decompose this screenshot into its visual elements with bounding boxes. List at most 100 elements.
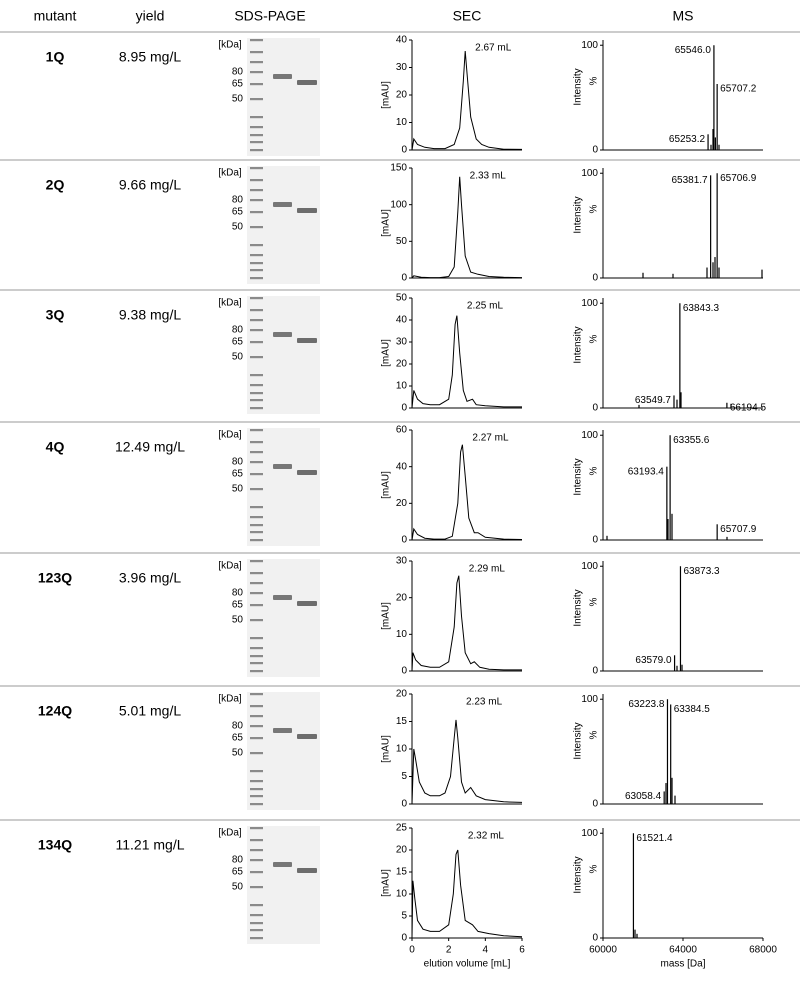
- peak-label: 63223.8: [628, 699, 665, 710]
- ladder-band: [250, 647, 263, 650]
- peak-label: 63384.5: [674, 704, 711, 715]
- ladder-band: [250, 277, 263, 280]
- y-axis-unit: %: [589, 76, 600, 85]
- y-tick-label: 25: [396, 823, 408, 834]
- ladder-band: [250, 795, 263, 798]
- ladder-band: [250, 929, 263, 932]
- y-tick-label: 100: [581, 430, 598, 441]
- ladder-band: [250, 269, 263, 272]
- ladder-band: [250, 506, 263, 509]
- ladder-band: [250, 179, 263, 182]
- ladder-band: [250, 254, 263, 257]
- y-tick-label: 100: [581, 298, 598, 309]
- ladder-band: [250, 374, 263, 377]
- peak-label: 63193.4: [628, 466, 665, 477]
- ladder-band: [250, 914, 263, 917]
- peak-label: 63579.0: [635, 655, 672, 666]
- y-axis-label: [mAU]: [381, 602, 392, 630]
- ladder-band: [250, 319, 263, 322]
- ladder-band: [250, 167, 263, 170]
- ladder-band: [250, 392, 263, 395]
- sec-trace: [411, 444, 523, 541]
- ladder-band: [250, 384, 263, 387]
- ladder-band: [250, 461, 263, 464]
- y-tick-label: 0: [401, 535, 407, 546]
- y-axis-label: [mAU]: [381, 869, 392, 897]
- ladder-band: [250, 662, 263, 665]
- y-tick-label: 0: [592, 145, 598, 156]
- x-tick-label: 2: [446, 945, 452, 956]
- ladder-band: [250, 116, 263, 119]
- ladder-band: [250, 839, 263, 842]
- gel-unit: [kDa]: [218, 40, 242, 51]
- y-tick-label: 100: [581, 694, 598, 705]
- y-tick-label: 100: [581, 168, 598, 179]
- sample-band: [273, 595, 292, 600]
- ladder-band: [250, 725, 263, 728]
- gel-unit: [kDa]: [218, 168, 242, 179]
- sec-trace: [411, 719, 523, 805]
- y-axis-unit: %: [589, 730, 600, 739]
- gel: [247, 559, 320, 677]
- axis: [411, 430, 522, 541]
- ladder-band: [250, 670, 263, 673]
- column-header: SDS-PAGE: [234, 8, 305, 24]
- y-tick-label: 40: [396, 315, 408, 326]
- ladder-band: [250, 134, 263, 137]
- mutant-name: 124Q: [38, 703, 72, 719]
- ladder-band: [250, 922, 263, 925]
- y-tick-label: 20: [396, 359, 408, 370]
- peak-annotation: 2.67 mL: [475, 43, 512, 54]
- ladder-band: [250, 859, 263, 862]
- ladder-band: [250, 871, 263, 874]
- peak-annotation: 2.33 mL: [470, 171, 507, 182]
- y-axis-label: [mAU]: [381, 471, 392, 499]
- peak-label: 63873.3: [683, 566, 720, 577]
- marker-label: 50: [232, 222, 244, 233]
- marker-label: 80: [232, 721, 244, 732]
- y-tick-label: 30: [396, 556, 408, 567]
- yield: 9.66 mg/L: [119, 177, 181, 193]
- ladder-band: [250, 407, 263, 410]
- ladder-band: [250, 473, 263, 476]
- ladder-band: [250, 539, 263, 542]
- sample-band: [297, 601, 317, 606]
- marker-label: 65: [232, 469, 244, 480]
- peak-label: 65253.2: [669, 134, 706, 145]
- sample-band: [273, 862, 292, 867]
- sample-band: [297, 208, 317, 213]
- sec-trace: [411, 849, 523, 939]
- sample-band: [297, 470, 317, 475]
- y-tick-label: 20: [396, 689, 408, 700]
- y-axis-label: Intensity: [573, 722, 584, 759]
- mutant-name: 2Q: [46, 177, 65, 193]
- x-axis-label: elution volume [mL]: [424, 959, 511, 970]
- peak-annotation: 2.25 mL: [467, 301, 504, 312]
- y-tick-label: 0: [401, 403, 407, 414]
- ladder-band: [250, 429, 263, 432]
- ladder-band: [250, 560, 263, 563]
- column-header: MS: [673, 8, 694, 24]
- y-tick-label: 0: [592, 799, 598, 810]
- x-axis-label: mass [Da]: [660, 959, 705, 970]
- marker-label: 50: [232, 352, 244, 363]
- y-tick-label: 0: [592, 535, 598, 546]
- gel: [247, 692, 320, 810]
- y-tick-label: 100: [581, 561, 598, 572]
- ladder-band: [250, 592, 263, 595]
- ladder-band: [250, 211, 263, 214]
- ladder-band: [250, 61, 263, 64]
- x-tick-label: 64000: [669, 945, 697, 956]
- ladder-band: [250, 904, 263, 907]
- gel: [247, 428, 320, 546]
- peak-annotation: 2.23 mL: [466, 697, 503, 708]
- x-tick-label: 6: [519, 945, 525, 956]
- sample-band: [273, 464, 292, 469]
- ladder-band: [250, 199, 263, 202]
- y-tick-label: 100: [581, 828, 598, 839]
- mutant-name: 123Q: [38, 570, 72, 586]
- ladder-band: [250, 83, 263, 86]
- peak-label: 66194.5: [730, 402, 767, 413]
